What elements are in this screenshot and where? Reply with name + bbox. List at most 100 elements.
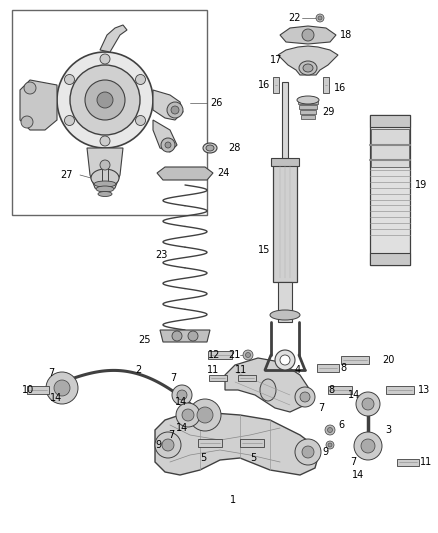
Circle shape — [172, 331, 182, 341]
Text: 9: 9 — [155, 440, 161, 450]
Text: 7: 7 — [350, 457, 356, 467]
Circle shape — [64, 116, 74, 125]
Circle shape — [295, 439, 321, 465]
Polygon shape — [160, 330, 210, 342]
Circle shape — [356, 392, 380, 416]
Circle shape — [155, 432, 181, 458]
Text: 7: 7 — [318, 403, 324, 413]
Circle shape — [176, 403, 200, 427]
Text: 4: 4 — [295, 365, 301, 375]
Text: 19: 19 — [415, 180, 427, 190]
Bar — [298, 100, 318, 104]
Bar — [282, 82, 288, 162]
Circle shape — [100, 54, 110, 64]
Text: 8: 8 — [328, 385, 334, 395]
Bar — [208, 351, 232, 359]
Text: 9: 9 — [322, 447, 328, 457]
Bar — [371, 129, 409, 167]
Bar — [301, 115, 315, 119]
Text: 2: 2 — [135, 365, 141, 375]
Circle shape — [362, 398, 374, 410]
Circle shape — [97, 92, 113, 108]
Bar — [386, 386, 414, 394]
Circle shape — [361, 439, 375, 453]
Ellipse shape — [96, 186, 114, 192]
Text: 12: 12 — [208, 350, 220, 360]
Text: 17: 17 — [270, 55, 283, 65]
Circle shape — [54, 380, 70, 396]
Polygon shape — [153, 90, 183, 120]
Circle shape — [177, 390, 187, 400]
Text: 14: 14 — [352, 470, 364, 480]
Circle shape — [328, 427, 332, 432]
Circle shape — [325, 425, 335, 435]
Bar — [209, 375, 227, 381]
Polygon shape — [155, 412, 320, 475]
Text: 16: 16 — [258, 80, 270, 90]
Text: 7: 7 — [168, 430, 174, 440]
Polygon shape — [280, 26, 336, 44]
Ellipse shape — [260, 379, 276, 401]
Text: 27: 27 — [60, 170, 73, 180]
Circle shape — [302, 29, 314, 41]
Circle shape — [275, 350, 295, 370]
Polygon shape — [20, 80, 57, 130]
Bar — [198, 439, 222, 447]
Bar — [397, 458, 419, 465]
Text: 20: 20 — [382, 355, 394, 365]
Circle shape — [197, 407, 213, 423]
Circle shape — [64, 75, 74, 85]
Text: 13: 13 — [418, 385, 430, 395]
Circle shape — [165, 142, 171, 148]
Text: 7: 7 — [170, 373, 176, 383]
Text: 5: 5 — [200, 453, 206, 463]
Text: 16: 16 — [334, 83, 346, 93]
Text: 11: 11 — [235, 365, 247, 375]
Circle shape — [328, 443, 332, 447]
Ellipse shape — [297, 96, 319, 104]
Circle shape — [70, 65, 140, 135]
Circle shape — [280, 355, 290, 365]
Bar — [317, 364, 339, 372]
Text: 1: 1 — [230, 495, 236, 505]
Circle shape — [318, 16, 322, 20]
Bar — [323, 77, 329, 93]
Bar — [27, 386, 49, 394]
Text: 11: 11 — [207, 365, 219, 375]
Polygon shape — [153, 120, 177, 152]
Ellipse shape — [206, 145, 214, 151]
Text: 26: 26 — [210, 98, 223, 108]
Text: 18: 18 — [340, 30, 352, 40]
Circle shape — [161, 138, 175, 152]
Text: 21: 21 — [228, 350, 240, 360]
Polygon shape — [87, 148, 123, 192]
Circle shape — [46, 372, 78, 404]
Text: 3: 3 — [385, 425, 391, 435]
Bar — [273, 162, 297, 282]
Bar — [370, 115, 410, 127]
Ellipse shape — [94, 181, 116, 187]
Bar — [300, 110, 316, 114]
Text: 15: 15 — [258, 245, 270, 255]
Text: 14: 14 — [175, 397, 187, 407]
Text: 10: 10 — [22, 385, 34, 395]
Bar — [271, 158, 299, 166]
Text: 22: 22 — [288, 13, 300, 23]
Ellipse shape — [303, 64, 313, 72]
Circle shape — [135, 116, 145, 125]
Bar — [299, 105, 317, 109]
Text: 8: 8 — [340, 363, 346, 373]
Ellipse shape — [98, 191, 112, 197]
Ellipse shape — [91, 169, 119, 187]
Text: 5: 5 — [250, 453, 256, 463]
Bar — [102, 165, 108, 183]
Circle shape — [135, 75, 145, 85]
Text: 14: 14 — [50, 393, 62, 403]
Text: 29: 29 — [322, 107, 334, 117]
Bar — [240, 439, 264, 447]
Bar — [370, 253, 410, 265]
Text: 11: 11 — [420, 457, 432, 467]
Bar — [341, 356, 369, 364]
Circle shape — [172, 385, 192, 405]
Text: 14: 14 — [176, 423, 188, 433]
